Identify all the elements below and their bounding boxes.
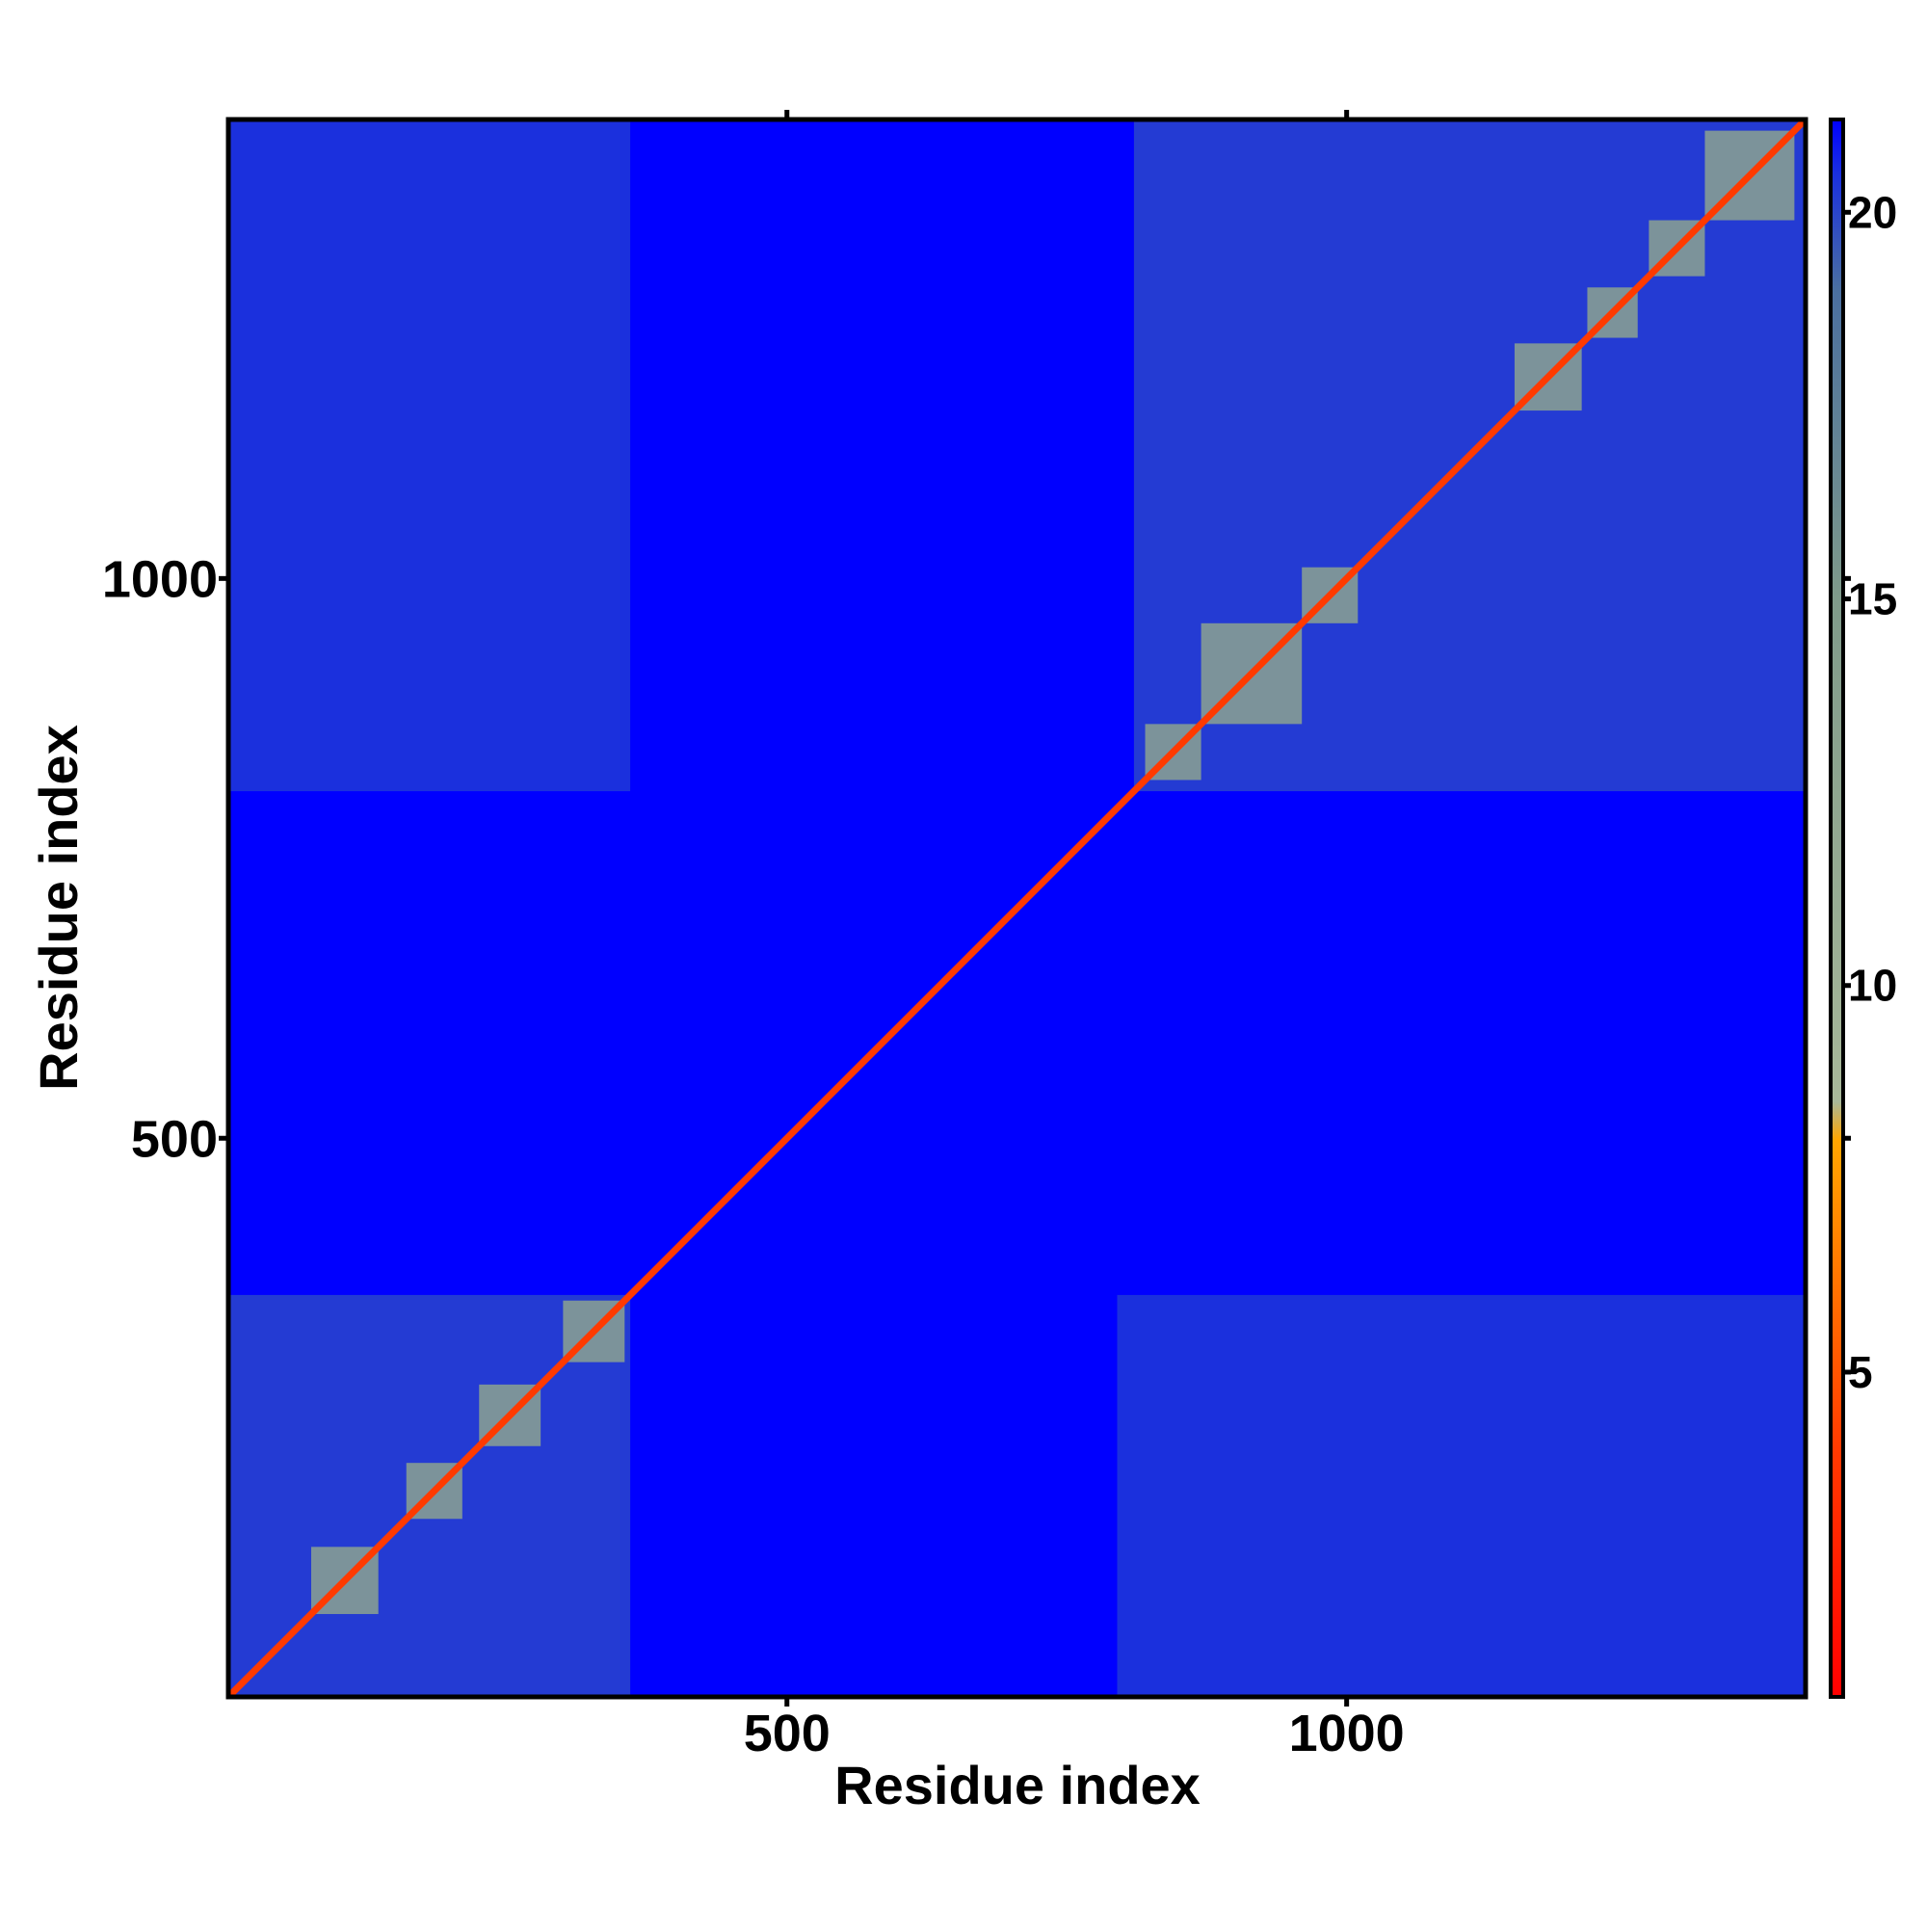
colorbar-tick-label: 20 — [1848, 187, 1897, 237]
colorbar-tick-label: 5 — [1848, 1347, 1873, 1397]
heatmap-cell — [228, 119, 631, 792]
colorbar — [1829, 118, 1845, 1699]
x-tick-label: 500 — [744, 1705, 831, 1762]
x-axis-title: Residue index — [834, 1755, 1201, 1815]
x-tick-label: 1000 — [1289, 1705, 1405, 1762]
heatmap-cell — [1117, 1294, 1806, 1697]
y-axis-title: Residue index — [28, 725, 89, 1091]
plot-frame — [225, 117, 1808, 1700]
colorbar-tick-label: 10 — [1848, 961, 1897, 1011]
diagonal — [225, 117, 1808, 1700]
colorbar-tick-label: 15 — [1848, 574, 1897, 624]
y-tick-label: 1000 — [102, 550, 218, 608]
y-tick-label: 500 — [131, 1110, 218, 1168]
